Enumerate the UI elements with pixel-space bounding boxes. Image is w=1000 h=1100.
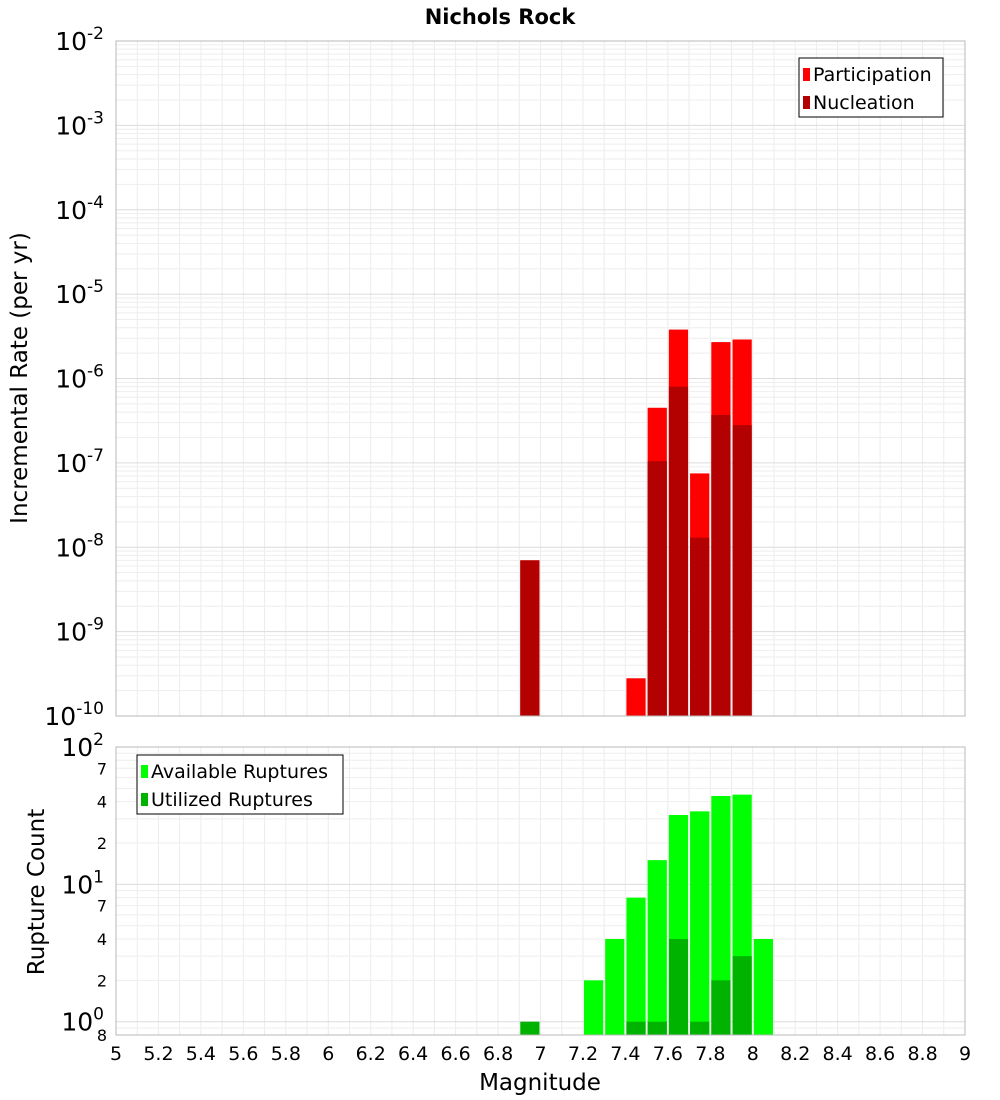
- rate-plot-legend: Participation Nucleation: [798, 57, 944, 118]
- legend-label: Participation: [813, 64, 932, 86]
- bar-utilized-ruptures-1: [626, 1021, 646, 1035]
- rate-y-tick-label: 10-5: [55, 277, 104, 309]
- x-tick-label: 6: [322, 1043, 334, 1065]
- bar-available-ruptures-2: [626, 897, 646, 1035]
- count-plot-legend: Available Ruptures Utilized Ruptures: [136, 754, 344, 815]
- x-tick-label: 5: [110, 1043, 122, 1065]
- bar-nucleation-5: [732, 425, 752, 716]
- rate-plot-frame: [115, 40, 966, 717]
- legend-label: Available Ruptures: [151, 761, 328, 783]
- legend-box: [136, 754, 344, 815]
- count-y-tick-major-label: 101: [61, 867, 104, 899]
- x-tick-label: 9: [959, 1043, 971, 1065]
- x-tick-label: 7.4: [610, 1043, 640, 1065]
- count-y-tick-major-label: 102: [61, 730, 104, 762]
- rate-y-tick-label: 10-10: [44, 699, 104, 731]
- count-plot-bars: [520, 794, 773, 1035]
- bar-utilized-ruptures-0: [520, 1021, 540, 1035]
- x-tick-label: 6.2: [356, 1043, 386, 1065]
- bar-available-ruptures-0: [583, 980, 604, 1035]
- count-y-tick-minor-label: 4: [97, 930, 107, 949]
- rate-y-tick-label: 10-6: [55, 362, 104, 394]
- rate-plot-bars: [520, 329, 752, 716]
- bar-participation-1: [626, 678, 646, 716]
- rate-y-tick-label: 10-2: [55, 24, 104, 56]
- bar-utilized-ruptures-2: [647, 1021, 667, 1035]
- rate-plot-panel: 10-10 10-9 10-8 10-7 10-6 10-5 10-4 10-3 10-2 In…: [7, 24, 966, 731]
- x-tick-label: 8.6: [865, 1043, 895, 1065]
- rate-plot-y-axis-label: Incremental Rate (per yr): [7, 232, 33, 524]
- legend-swatch: [141, 793, 148, 806]
- x-axis-label: Magnitude: [479, 1070, 601, 1096]
- count-y-tick-minor-label: 7: [97, 759, 107, 778]
- x-tick-label: 8: [747, 1043, 759, 1065]
- bar-nucleation-0: [520, 560, 540, 716]
- x-axis-ticks: 5 5.2 5.4 5.6 5.8 6 6.2 6.4 6.6 6.8 7 7.2 7.4 7.6 7.8 8…: [110, 1043, 971, 1065]
- x-tick-label: 7.2: [568, 1043, 598, 1065]
- x-tick-label: 7.8: [695, 1043, 725, 1065]
- bar-nucleation-1: [647, 461, 667, 716]
- x-tick-label: 5.2: [143, 1043, 173, 1065]
- x-tick-label: 5.4: [186, 1043, 216, 1065]
- x-tick-label: 6.6: [440, 1043, 470, 1065]
- bar-available-ruptures-8: [753, 939, 773, 1035]
- legend-box: [798, 57, 944, 118]
- count-y-tick-major-label: 100: [61, 1005, 104, 1037]
- x-tick-label: 8.2: [780, 1043, 810, 1065]
- count-plot-y-ticks: 100 101 102 8 2 4 7 2 4 7: [61, 730, 107, 1045]
- count-plot-y-axis-label: Rupture Count: [24, 809, 50, 975]
- bar-available-ruptures-6: [711, 795, 731, 1035]
- x-tick-label: 6.8: [483, 1043, 513, 1065]
- count-y-tick-minor-label: 4: [97, 793, 107, 812]
- legend-swatch: [141, 765, 148, 778]
- x-tick-label: 6.4: [398, 1043, 428, 1065]
- rate-y-tick-label: 10-3: [55, 108, 104, 140]
- count-y-tick-minor-label: 7: [97, 897, 107, 916]
- rate-plot-grid: [115, 40, 966, 717]
- legend-label: Utilized Ruptures: [151, 789, 313, 811]
- x-tick-label: 7.6: [653, 1043, 683, 1065]
- x-tick-label: 8.8: [907, 1043, 937, 1065]
- legend-swatch: [803, 96, 810, 109]
- bar-utilized-ruptures-3: [668, 939, 689, 1035]
- count-plot-panel: 100 101 102 8 2 4 7 2 4 7 5 5.2 5.4 5.6 5.8 6 6.2 6.4 6.6…: [24, 730, 971, 1096]
- bar-nucleation-4: [711, 414, 731, 716]
- bar-utilized-ruptures-5: [711, 980, 731, 1035]
- bar-utilized-ruptures-4: [690, 1021, 710, 1035]
- count-y-tick-minor-label: 8: [97, 1026, 107, 1045]
- bar-available-ruptures-5: [690, 811, 710, 1035]
- legend-label: Nucleation: [813, 92, 915, 114]
- bar-nucleation-2: [668, 386, 689, 716]
- bar-available-ruptures-1: [605, 939, 625, 1035]
- legend-swatch: [803, 68, 810, 81]
- chart-title: Nichols Rock: [425, 5, 577, 29]
- rate-y-tick-label: 10-4: [55, 193, 104, 225]
- count-plot-frame: [115, 746, 966, 1036]
- x-tick-label: 5.8: [271, 1043, 301, 1065]
- count-y-tick-minor-label: 2: [97, 834, 107, 853]
- bar-available-ruptures-3: [647, 860, 667, 1035]
- rate-plot-y-ticks: 10-10 10-9 10-8 10-7 10-6 10-5 10-4 10-3 10-2: [44, 24, 104, 731]
- bar-utilized-ruptures-6: [732, 956, 752, 1035]
- x-tick-label: 8.4: [823, 1043, 853, 1065]
- rate-y-tick-label: 10-7: [55, 446, 104, 478]
- count-y-tick-minor-label: 2: [97, 971, 107, 990]
- rate-y-tick-label: 10-8: [55, 530, 104, 562]
- x-tick-label: 7: [534, 1043, 546, 1065]
- bar-nucleation-3: [690, 537, 710, 716]
- x-tick-label: 5.6: [228, 1043, 258, 1065]
- rate-y-tick-label: 10-9: [55, 615, 104, 647]
